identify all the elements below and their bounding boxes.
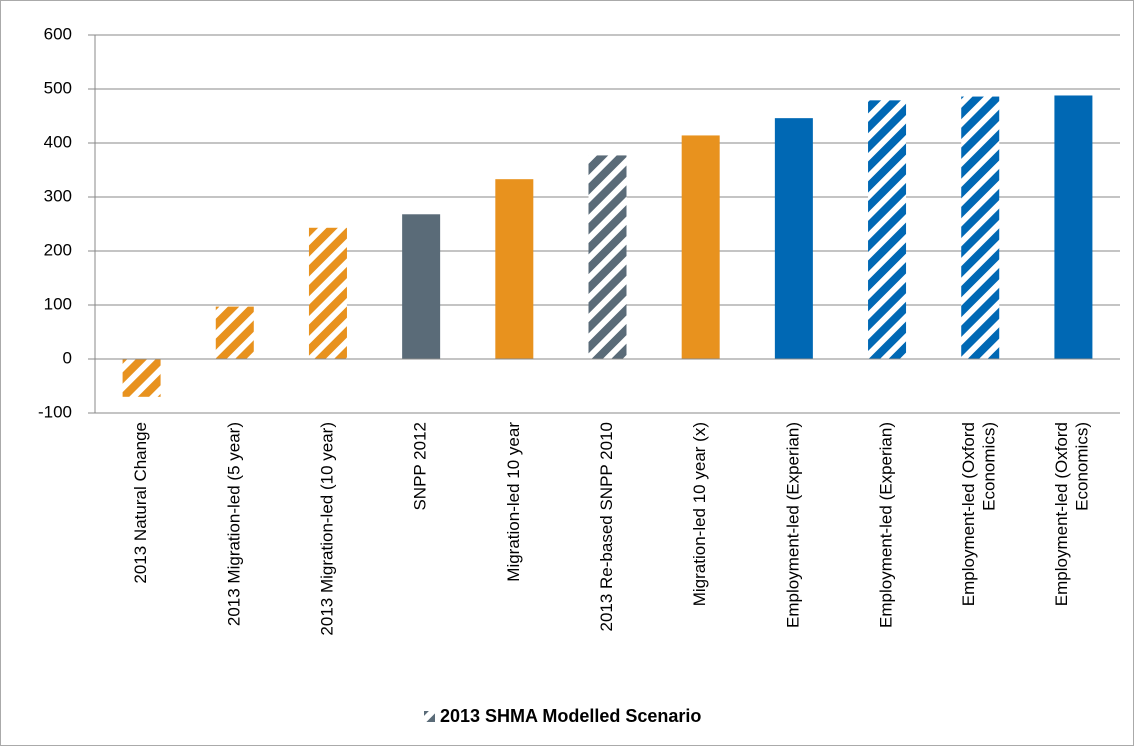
- x-tick-label: Employment-led (Experian): [783, 422, 802, 628]
- legend-swatch: [424, 711, 435, 722]
- bar: [215, 306, 254, 359]
- x-tick-label: Migration-led 10 year: [504, 422, 523, 582]
- x-tick-label: 2013 Migration-led (5 year): [224, 422, 243, 626]
- x-tick-label: Employment-led (OxfordEconomics): [960, 422, 999, 606]
- x-tick-label: SNPP 2012: [411, 422, 430, 511]
- bar: [681, 135, 720, 359]
- y-tick-label: 600: [44, 24, 72, 43]
- bar: [868, 100, 907, 359]
- y-tick-label: 100: [44, 294, 72, 313]
- bar: [495, 179, 534, 359]
- y-tick-label: 0: [63, 348, 72, 367]
- bar: [122, 359, 161, 397]
- x-tick-label: Migration-led 10 year (x): [690, 422, 709, 606]
- x-tick-label: Employment-led (OxfordEconomics): [1053, 422, 1092, 606]
- bar: [961, 96, 1000, 359]
- x-tick-label: 2013 Migration-led (10 year): [317, 422, 336, 636]
- y-tick-label: 500: [44, 78, 72, 97]
- legend-label: 2013 SHMA Modelled Scenario: [440, 706, 701, 726]
- y-tick-label: 300: [44, 186, 72, 205]
- bar: [402, 214, 441, 359]
- bar: [1054, 95, 1093, 359]
- y-tick-label: 200: [44, 240, 72, 259]
- x-tick-label: 2013 Natural Change: [131, 422, 150, 584]
- bar: [774, 118, 813, 359]
- bar: [308, 227, 347, 359]
- x-tick-label: 2013 Re-based SNPP 2010: [597, 422, 616, 632]
- y-tick-label: 400: [44, 132, 72, 151]
- x-tick-label: Employment-led (Experian): [877, 422, 896, 628]
- bar: [588, 155, 627, 359]
- y-tick-label: -100: [38, 402, 72, 421]
